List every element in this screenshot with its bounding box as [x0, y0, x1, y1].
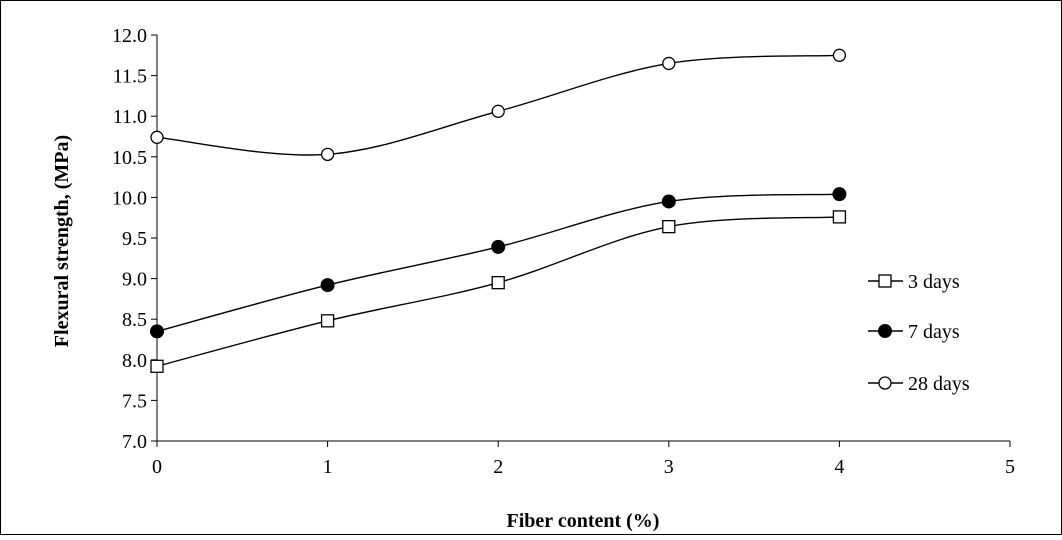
series-3-days	[150, 210, 847, 373]
data-point	[320, 314, 335, 328]
y-tick-label: 11.0	[113, 106, 147, 128]
y-tick-label: 8.5	[122, 309, 147, 331]
data-point	[320, 278, 335, 293]
x-axis-title: Fiber content (%)	[507, 510, 660, 532]
data-point	[832, 48, 847, 62]
x-tick-label: 0	[152, 456, 162, 478]
legend-item: 28 days	[868, 373, 970, 395]
series-28-days	[150, 48, 847, 162]
x-tick-label: 2	[493, 456, 503, 478]
y-axis-title: Flexural strength, (MPa)	[51, 135, 73, 347]
legend-item: 3 days	[868, 271, 960, 293]
x-tick-label: 5	[1005, 456, 1015, 478]
legend: 3 days 7 days 28 days	[868, 271, 970, 395]
series-group	[150, 48, 847, 373]
data-point	[491, 104, 505, 118]
x-tick-label: 4	[834, 456, 844, 478]
data-point	[320, 147, 335, 162]
legend-label: 7 days	[908, 321, 960, 343]
data-point	[662, 56, 676, 71]
data-point	[491, 239, 506, 254]
legend-marker	[878, 324, 892, 338]
x-tick-label: 3	[664, 456, 674, 478]
y-tick-label: 12.0	[112, 25, 147, 47]
y-tick-label: 9.0	[122, 269, 147, 291]
y-tick-label: 10.0	[112, 187, 147, 209]
data-point	[150, 324, 164, 339]
legend-label: 3 days	[908, 271, 960, 293]
y-tick-label: 8.0	[122, 350, 147, 372]
legend-marker	[878, 274, 892, 288]
data-point	[832, 210, 847, 224]
legend-marker	[878, 376, 892, 390]
y-tick-label: 11.5	[113, 66, 147, 88]
data-point	[661, 194, 676, 209]
data-point	[832, 187, 847, 202]
data-point	[150, 130, 164, 144]
x-tick-label: 1	[323, 456, 333, 478]
series-7-days	[150, 187, 847, 339]
y-tick-label: 7.5	[122, 390, 147, 412]
y-tick-label: 7.0	[122, 431, 147, 453]
y-tick-label: 10.5	[112, 147, 147, 169]
y-tick-label: 9.5	[122, 228, 147, 250]
legend-item: 7 days	[868, 321, 960, 343]
data-point	[662, 219, 676, 234]
data-point	[491, 276, 505, 290]
legend-label: 28 days	[908, 373, 970, 395]
data-point	[150, 359, 164, 373]
axes: 7.0 7.5 8.0 8.5 9.0 9.5 10.0 10.5 11.0 11.5 12.0 0 1…	[112, 25, 1015, 478]
